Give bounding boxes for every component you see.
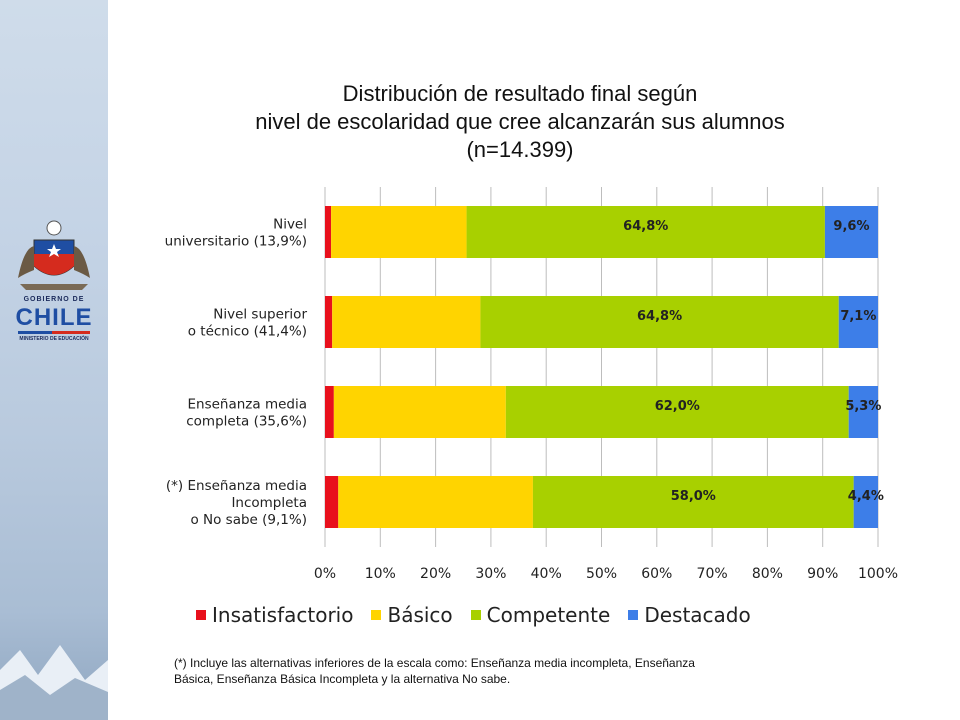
data-label: 9,6% (833, 219, 869, 234)
legend-label: Insatisfactorio (212, 603, 354, 627)
bar-segment (332, 296, 481, 348)
legend-swatch (628, 610, 639, 620)
data-label: 4,4% (848, 489, 884, 504)
x-tick-label: 0% (314, 566, 336, 582)
x-tick-label: 40% (531, 566, 562, 582)
bar-segment (838, 296, 878, 348)
category-label: Enseñanza media (187, 397, 307, 413)
category-label: completa (35,6%) (186, 414, 307, 430)
x-tick-label: 100% (858, 566, 898, 582)
legend-item: Insatisfactorio (196, 603, 353, 627)
legend-swatch (196, 610, 206, 620)
category-label: Nivel (273, 217, 307, 233)
bar-segment (853, 476, 878, 528)
bar-segment (325, 206, 332, 258)
legend-swatch (371, 610, 382, 620)
x-tick-label: 90% (807, 566, 838, 582)
category-label: Incompleta (231, 495, 307, 511)
legend-item: Básico (371, 603, 453, 627)
data-label: 64,8% (637, 309, 682, 324)
bar-segment (532, 476, 854, 528)
footnote: (*) Incluye las alternativas inferiores … (174, 655, 894, 687)
legend-label: Competente (486, 603, 611, 627)
coat-of-arms-icon (18, 220, 90, 290)
category-label: Nivel superior (213, 307, 307, 323)
legend-item: Destacado (628, 603, 751, 627)
category-label: o técnico (41,4%) (188, 324, 307, 340)
chart-legend: Insatisfactorio Básico Competente Destacado (196, 600, 876, 630)
bar-segment (331, 206, 467, 258)
bars: 64,8% 9,6% 64,8% 7,1% 62,0% 5,3% 58,0% 4,4% (325, 206, 884, 528)
bar-segment (325, 476, 339, 528)
logo-red-bar (52, 331, 90, 334)
chart-title-line-2: nivel de escolaridad que cree alcanzarán… (255, 109, 785, 134)
government-logo: GOBIERNO DE CHILE MINISTERIO DE EDUCACIÓ… (10, 218, 98, 348)
legend-label: Básico (387, 603, 453, 627)
category-label: (*) Enseñanza media (166, 478, 307, 494)
x-tick-label: 20% (420, 566, 451, 582)
bar-segment (466, 206, 825, 258)
data-label: 5,3% (845, 399, 881, 414)
x-tick-label: 10% (365, 566, 396, 582)
x-axis-tick-labels: 0% 10% 20% 30% 40% 50% 60% 70% 80% 90% 100% (314, 566, 898, 582)
bar-segment (824, 206, 878, 258)
chart-title-line-1: Distribución de resultado final según (342, 81, 698, 106)
data-label: 62,0% (655, 399, 700, 414)
x-tick-label: 70% (697, 566, 728, 582)
bar-segment (505, 386, 849, 438)
data-label: 7,1% (840, 309, 876, 324)
x-tick-label: 50% (586, 566, 617, 582)
x-tick-label: 80% (752, 566, 783, 582)
x-tick-label: 30% (475, 566, 506, 582)
mountains-image (0, 645, 108, 720)
stacked-bar-chart: 64,8% 9,6% 64,8% 7,1% 62,0% 5,3% 58,0% 4,4% Niv… (165, 187, 898, 582)
footnote-line-1: (*) Incluye las alternativas inferiores … (174, 656, 695, 670)
legend-item: Competente (470, 603, 611, 627)
footnote-line-2: Básica, Enseñanza Básica Incompleta y la… (174, 672, 511, 686)
bar-segment (325, 386, 334, 438)
decorative-sidebar: GOBIERNO DE CHILE MINISTERIO DE EDUCACIÓ… (0, 0, 108, 720)
bar-segment (333, 386, 506, 438)
legend-swatch (470, 610, 481, 620)
chart-title-line-3: (n=14.399) (466, 137, 574, 162)
bar-segment (848, 386, 878, 438)
logo-blue-bar (18, 331, 52, 334)
legend-label: Destacado (644, 603, 751, 627)
data-label: 58,0% (671, 489, 716, 504)
data-label: 64,8% (623, 219, 668, 234)
bar-segment (480, 296, 839, 348)
logo-chile-text: CHILE (15, 304, 93, 331)
bar-segment (338, 476, 533, 528)
category-label: o No sabe (9,1%) (190, 512, 307, 528)
logo-ministerio-text: MINISTERIO DE EDUCACIÓN (19, 336, 89, 342)
chart-title: Distribución de resultado final según ni… (150, 80, 890, 164)
logo-gobierno-text: GOBIERNO DE (23, 296, 85, 303)
x-tick-label: 60% (641, 566, 672, 582)
bar-segment (325, 296, 333, 348)
category-label: universitario (13,9%) (165, 234, 307, 250)
